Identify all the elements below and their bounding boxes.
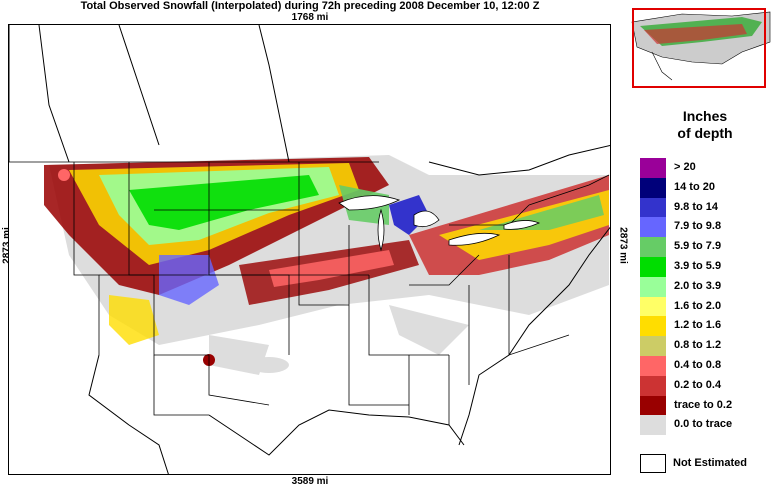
legend-label: 14 to 20 (674, 180, 715, 193)
coastlines (9, 25, 610, 474)
top-width-label: 1768 mi (291, 12, 329, 23)
not-estimated-label: Not Estimated (673, 457, 747, 469)
legend-swatch (640, 197, 666, 218)
locator-inset[interactable] (622, 2, 772, 88)
legend-label: > 20 (674, 161, 696, 173)
legend-label: 5.9 to 7.9 (674, 240, 722, 253)
legend-item: 0.2 to 0.4 (640, 375, 772, 396)
legend-label: 0.8 to 1.2 (674, 339, 722, 352)
legend-item: 14 to 20 (640, 177, 772, 198)
legend-swatch (640, 316, 666, 337)
legend-title-line1: Inches (682, 108, 728, 124)
legend-swatch (640, 395, 666, 416)
legend-item: 1.6 to 2.0 (640, 296, 772, 317)
legend-swatch (640, 296, 666, 317)
legend-title-line2: of depth (677, 125, 733, 141)
legend-item: 5.9 to 7.9 (640, 237, 772, 257)
legend-item: 7.9 to 9.8 (640, 217, 772, 238)
legend-swatch (640, 158, 666, 178)
not-estimated-swatch (640, 454, 666, 473)
legend-label: 0.0 to trace (674, 418, 733, 431)
map-graphic (9, 25, 610, 474)
legend-swatch (640, 237, 666, 257)
inset-map-graphic (631, 11, 771, 81)
legend-label: trace to 0.2 (674, 398, 733, 411)
legend-label: 1.6 to 2.0 (674, 299, 722, 312)
map-title: Total Observed Snowfall (Interpolated) d… (80, 0, 540, 12)
legend-item: 9.8 to 14 (640, 197, 772, 218)
legend-item: 1.2 to 1.6 (640, 316, 772, 337)
state-borders (9, 161, 610, 425)
legend-item: > 20 (640, 158, 772, 178)
legend: > 20 14 to 20 9.8 to 14 7.9 to 9.8 5.9 to 7.… (640, 158, 772, 436)
legend-label: 2.0 to 3.9 (674, 279, 722, 292)
legend-swatch (640, 217, 666, 238)
legend-label: 1.2 to 1.6 (674, 319, 722, 332)
legend-swatch (640, 276, 666, 297)
legend-label: 3.9 to 5.9 (674, 259, 722, 272)
bottom-width-label: 3589 mi (291, 476, 329, 487)
legend-title: Inches of depth (640, 108, 770, 142)
legend-swatch (640, 256, 666, 277)
legend-swatch (640, 415, 666, 436)
legend-swatch (640, 375, 666, 396)
legend-swatch (640, 177, 666, 198)
legend-item: 0.0 to trace (640, 415, 772, 436)
inset-region-box (632, 8, 766, 88)
legend-item: 2.0 to 3.9 (640, 276, 772, 297)
legend-label: 9.8 to 14 (674, 200, 719, 213)
legend-item: 0.4 to 0.8 (640, 355, 772, 376)
legend-swatch (640, 336, 666, 356)
great-lakes (338, 195, 541, 252)
legend-item: 0.8 to 1.2 (640, 336, 772, 356)
legend-item: trace to 0.2 (640, 395, 772, 416)
right-height-label: 2873 mi (617, 227, 629, 264)
legend-swatch (640, 355, 666, 376)
legend-item: 3.9 to 5.9 (640, 256, 772, 277)
legend-label: 7.9 to 9.8 (674, 220, 722, 233)
legend-label: 0.2 to 0.4 (674, 378, 722, 391)
snowfall-map[interactable] (8, 24, 611, 475)
legend-label: 0.4 to 0.8 (674, 358, 722, 371)
